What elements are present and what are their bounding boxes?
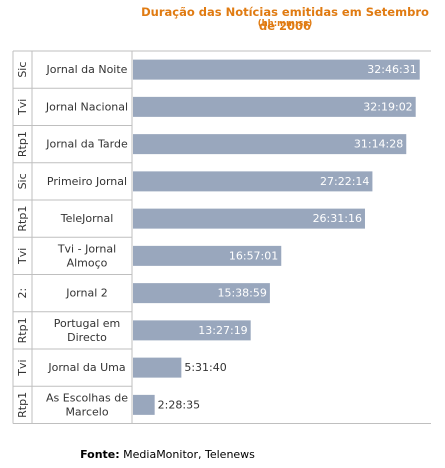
channel-label: Rtp1 bbox=[16, 131, 29, 157]
data-label: 13:27:19 bbox=[198, 324, 247, 337]
data-label: 15:38:59 bbox=[217, 287, 266, 300]
bar bbox=[133, 208, 365, 229]
bar bbox=[133, 394, 155, 415]
channel-label: Sic bbox=[16, 173, 29, 189]
bar bbox=[133, 96, 416, 117]
channel-label: Rtp1 bbox=[16, 317, 29, 343]
channel-label: Tvi bbox=[16, 248, 29, 265]
program-label: Jornal Nacional bbox=[45, 100, 128, 113]
channel-label: Tvi bbox=[16, 359, 29, 376]
channel-label: Sic bbox=[16, 62, 29, 78]
program-label: Jornal da Uma bbox=[47, 361, 125, 374]
bar bbox=[133, 134, 407, 155]
data-label: 32:19:02 bbox=[363, 100, 412, 113]
data-label: 2:28:35 bbox=[158, 398, 200, 411]
data-label: 31:14:28 bbox=[354, 138, 403, 151]
channel-label: Rtp1 bbox=[16, 206, 29, 232]
bar bbox=[133, 320, 251, 341]
source-label: Fonte: bbox=[80, 448, 120, 461]
bar bbox=[133, 283, 270, 304]
data-label: 5:31:40 bbox=[184, 361, 226, 374]
program-label: Marcelo bbox=[65, 405, 108, 418]
bar bbox=[133, 59, 420, 80]
chart-subtitle: (hh:mm:ss) bbox=[257, 19, 313, 29]
channel-label: Rtp1 bbox=[16, 392, 29, 418]
program-label: As Escolhas de bbox=[46, 391, 128, 404]
data-label: 32:46:31 bbox=[367, 63, 416, 76]
source-note: Fonte: MediaMonitor, Telenews bbox=[0, 448, 335, 461]
bar bbox=[133, 357, 182, 378]
program-label: TeleJornal bbox=[60, 212, 114, 225]
program-label: Almoço bbox=[67, 256, 108, 269]
bar bbox=[133, 171, 373, 192]
data-label: 26:31:16 bbox=[313, 212, 362, 225]
channel-label: 2: bbox=[16, 288, 29, 299]
program-label: Directo bbox=[67, 331, 107, 344]
chart-title: Duração das Notícias emitidas em Setembr… bbox=[141, 5, 429, 33]
program-label: Primeiro Jornal bbox=[47, 175, 127, 188]
program-label: Portugal em bbox=[54, 317, 121, 330]
program-label: Tvi - Jornal bbox=[57, 242, 116, 255]
program-label: Jornal da Tarde bbox=[45, 138, 128, 151]
data-label: 16:57:01 bbox=[229, 249, 278, 262]
data-label: 27:22:14 bbox=[320, 175, 369, 188]
program-label: Jornal da Noite bbox=[46, 63, 128, 76]
bar-chart: Sic Jornal da Noite 32:46:31 Tvi Jornal Naci… bbox=[12, 50, 431, 424]
channel-label: Tvi bbox=[16, 99, 29, 116]
source-text: MediaMonitor, Telenews bbox=[123, 448, 255, 461]
bar bbox=[133, 245, 282, 266]
program-label: Jornal 2 bbox=[65, 287, 108, 300]
